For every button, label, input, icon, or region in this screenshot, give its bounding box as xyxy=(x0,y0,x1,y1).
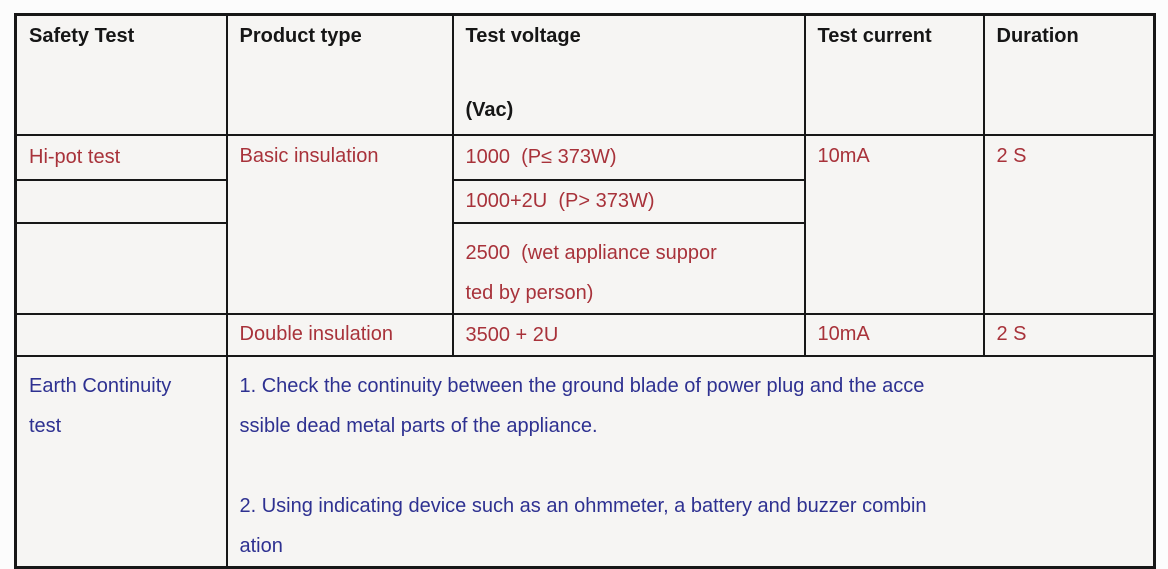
header-test-voltage-unit: (Vac) xyxy=(465,98,514,121)
table-row: 1000+2U (P> 373W) xyxy=(14,178,1155,224)
table-row: Earth Continuity test 1. Check the conti… xyxy=(14,354,1156,568)
cell-voltage-basic-3: 2500 (wet appliance suppor ted by person… xyxy=(451,221,806,315)
table-row: Double insulation 3500 + 2U 10mA 2 S xyxy=(14,312,1156,357)
cell-duration-double: 2 S xyxy=(982,312,1156,357)
cell-hipot-test: Hi-pot test xyxy=(14,133,228,181)
safety-test-table: Safety Test Product type Test voltage (V… xyxy=(14,13,1156,569)
cell-current-double: 10mA xyxy=(803,312,985,357)
header-row: Safety Test Product type Test voltage (V… xyxy=(14,13,1156,136)
table-row: Hi-pot test Basic insulation 1000 (P≤ 37… xyxy=(14,133,1156,315)
header-safety-test: Safety Test xyxy=(14,13,228,136)
cell-basic-insulation: Basic insulation xyxy=(225,133,454,315)
header-test-voltage: Test voltage (Vac) xyxy=(451,13,806,136)
header-product-type: Product type xyxy=(225,13,454,136)
header-test-current: Test current xyxy=(803,13,985,136)
cell-double-insulation: Double insulation xyxy=(225,312,454,357)
earth-note-step-2: 2. Using indicating device such as an oh… xyxy=(239,494,927,557)
cell-earth-continuity-test: Earth Continuity test xyxy=(14,354,228,568)
table-row: 2500 (wet appliance suppor ted by person… xyxy=(14,221,1155,315)
cell-empty xyxy=(14,221,228,315)
cell-voltage-basic-2: 1000+2U (P> 373W) xyxy=(451,178,806,224)
cell-duration-basic: 2 S xyxy=(982,133,1156,315)
cell-empty xyxy=(14,312,228,357)
header-duration: Duration xyxy=(982,13,1156,136)
header-test-voltage-title: Test voltage xyxy=(465,25,581,47)
cell-earth-continuity-notes: 1. Check the continuity between the grou… xyxy=(225,354,1156,568)
earth-note-step-1: 1. Check the continuity between the grou… xyxy=(239,374,925,437)
cell-empty xyxy=(14,178,228,224)
cell-voltage-double: 3500 + 2U xyxy=(451,312,806,357)
cell-current-basic: 10mA xyxy=(803,133,985,315)
cell-voltage-basic-1: 1000 (P≤ 373W) xyxy=(451,133,806,181)
